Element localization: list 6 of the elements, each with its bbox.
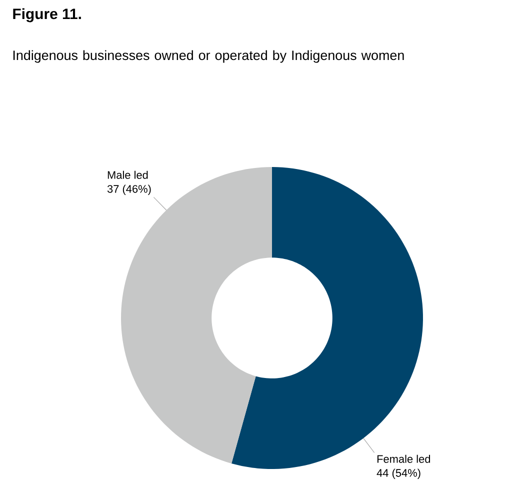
- chart-title: Figure 11.: [13, 8, 81, 22]
- chart-subtitle: Indigenous businesses owned or operated by Indigenous women: [13, 50, 404, 63]
- slice-label: Male led: [108, 170, 148, 179]
- slice-label: Female led: [377, 454, 430, 463]
- data-label: 44 (54%): [376, 468, 420, 479]
- data-label: 37 (46%): [107, 184, 151, 195]
